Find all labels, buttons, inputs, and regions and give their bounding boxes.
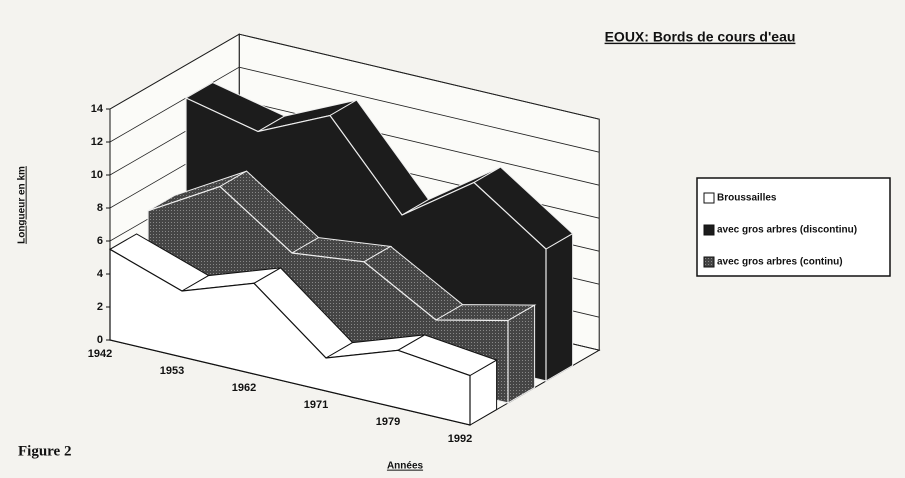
area	[109, 248, 471, 426]
legend-label: avec gros arbres (continu)	[717, 257, 843, 268]
x-tick-label: 1979	[376, 416, 400, 428]
grid-line	[109, 33, 600, 120]
y-tick-label: 8	[97, 202, 103, 214]
ribbon-end	[545, 232, 574, 382]
y-tick-label: 4	[97, 268, 104, 280]
y-tick-label: 12	[91, 136, 103, 148]
x-tick-label: 1953	[160, 365, 184, 377]
y-tick-label: 14	[91, 103, 104, 115]
x-tick-label: 1992	[448, 433, 472, 445]
legend-swatch	[703, 256, 715, 268]
legend-swatch	[703, 192, 715, 204]
x-tick-label: 1942	[88, 348, 112, 360]
chart-title: EOUX: Bords de cours d'eau	[605, 29, 796, 45]
figure-label: Figure 2	[18, 443, 71, 459]
legend-box	[696, 177, 891, 277]
y-tick-label: 6	[97, 235, 103, 247]
legend-swatch	[703, 224, 715, 236]
y-tick-label: 2	[97, 301, 103, 313]
y-axis-label: Longueur en km	[17, 166, 28, 244]
x-tick-label: 1962	[232, 382, 256, 394]
y-tick-label: 0	[97, 334, 103, 346]
x-axis-label: Années	[387, 461, 424, 472]
y-tick-label: 10	[91, 169, 103, 181]
x-tick-label: 1971	[304, 399, 328, 411]
grid-line	[109, 66, 600, 153]
legend-label: avec gros arbres (discontinu)	[717, 225, 857, 236]
ribbon-end	[507, 304, 536, 404]
legend-label: Broussailles	[717, 193, 777, 204]
